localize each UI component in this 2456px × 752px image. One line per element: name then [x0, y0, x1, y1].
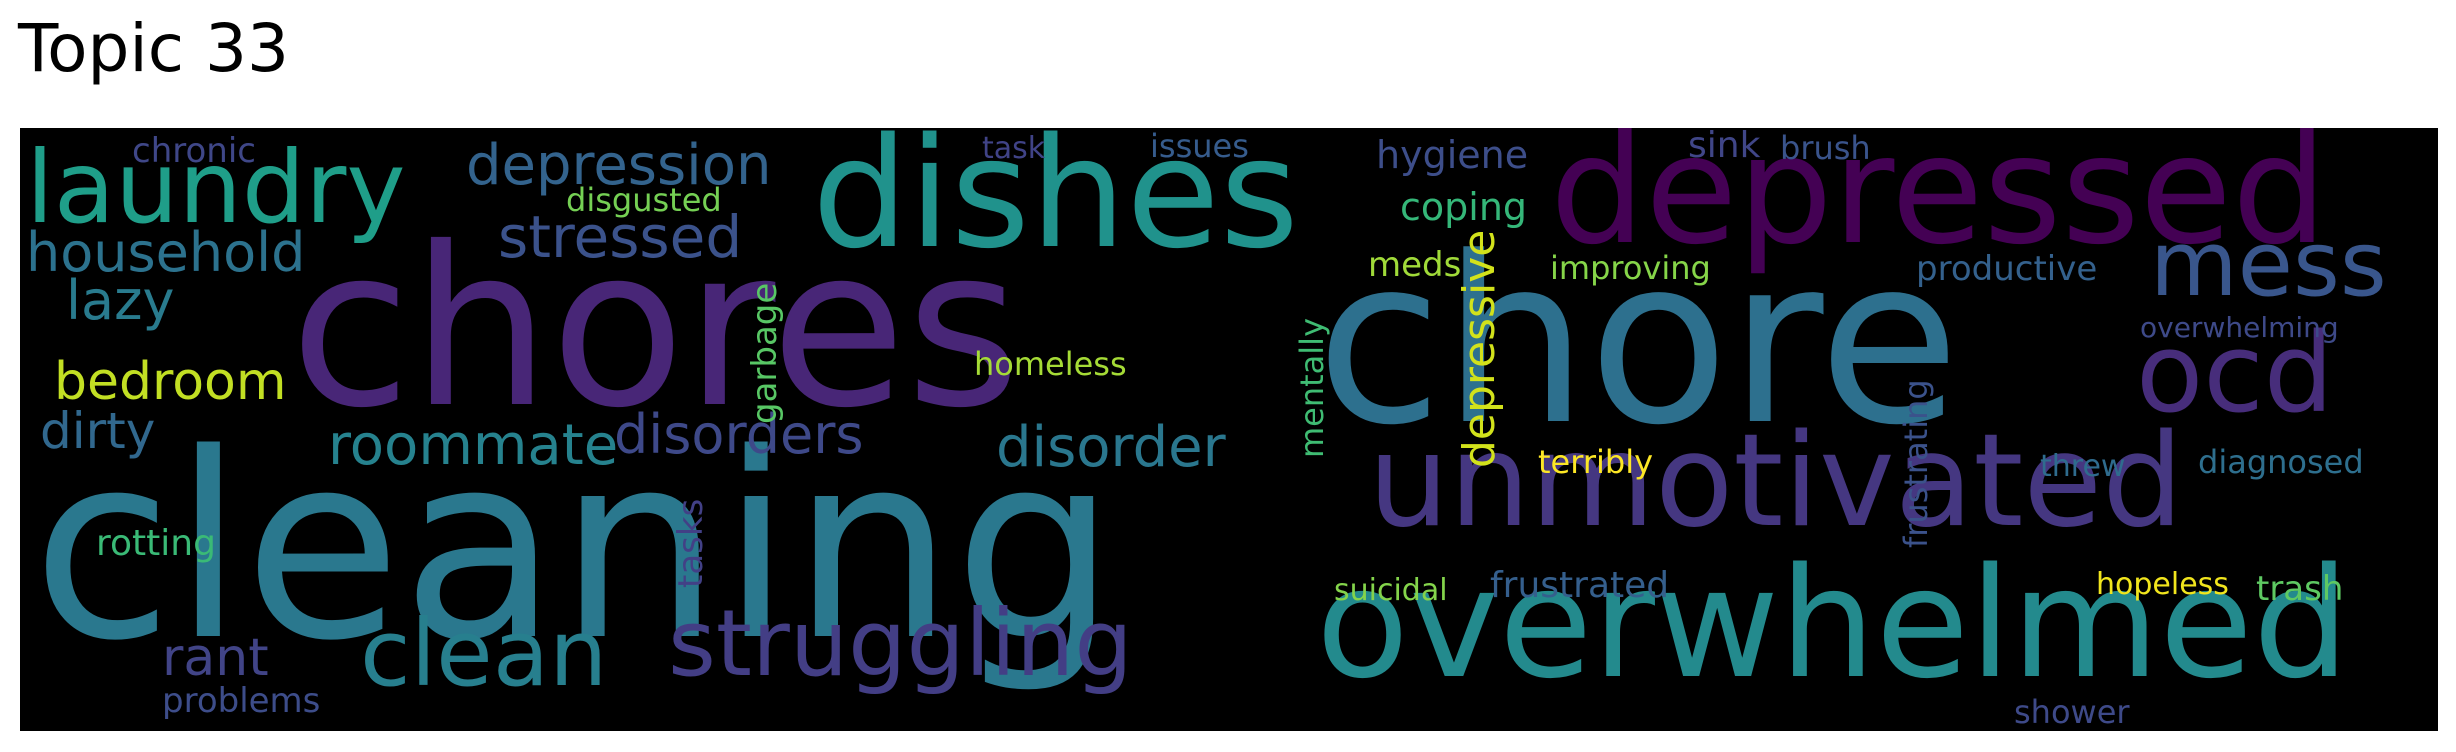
word-shower: shower — [2014, 693, 2130, 731]
word-homeless: homeless — [974, 345, 1127, 383]
word-frustrated: frustrated — [1490, 565, 1670, 606]
word-trash: trash — [2256, 569, 2344, 609]
word-productive: productive — [1916, 249, 2098, 289]
word-overwhelming: overwhelming — [2140, 311, 2339, 344]
word-overwhelmed: overwhelmed — [1316, 535, 2350, 712]
chart-title: Topic 33 — [18, 10, 289, 87]
word-ocd: ocd — [2136, 309, 2334, 437]
word-depressive: depressive — [1454, 229, 1505, 468]
word-bedroom: bedroom — [54, 352, 287, 412]
word-frustrating: frustrating — [1897, 379, 1935, 548]
word-threw: threw — [2040, 449, 2126, 484]
word-brush: brush — [1780, 129, 1871, 167]
word-improving: improving — [1550, 249, 1711, 287]
word-unmotivated: unmotivated — [1368, 407, 2184, 556]
word-struggling: struggling — [668, 590, 1133, 697]
word-dirty: dirty — [40, 402, 156, 460]
word-disorders: disorders — [614, 403, 864, 466]
word-cloud: cleaning chores chore overwhelmed dishes… — [20, 128, 2438, 731]
word-chronic: chronic — [132, 131, 256, 171]
word-tasks: tasks — [671, 498, 711, 588]
word-terribly: terribly — [1538, 443, 1654, 481]
word-roommate: roommate — [328, 413, 619, 478]
word-stressed: stressed — [498, 203, 743, 271]
word-disgusted: disgusted — [566, 181, 722, 219]
word-lazy: lazy — [66, 269, 175, 332]
word-problems: problems — [162, 681, 321, 721]
word-coping: coping — [1400, 185, 1528, 229]
word-cleaning: cleaning — [32, 399, 1117, 697]
word-rotting: rotting — [96, 523, 216, 564]
word-sink: sink — [1688, 128, 1761, 166]
word-garbage: garbage — [745, 282, 785, 424]
word-rant: rant — [162, 628, 269, 688]
word-meds: meds — [1368, 245, 1462, 285]
word-task: task — [982, 131, 1046, 166]
word-diagnosed: diagnosed — [2198, 443, 2364, 481]
word-mess: mess — [2150, 212, 2387, 317]
word-clean: clean — [360, 600, 608, 707]
word-depression: depression — [466, 133, 772, 198]
word-chore: chore — [1316, 209, 1960, 476]
word-suicidal: suicidal — [1334, 573, 1448, 608]
word-mentally: mentally — [1293, 317, 1331, 458]
word-depressed: depressed — [1550, 128, 2328, 278]
word-disorder: disorder — [996, 415, 1226, 480]
word-chores: chores — [290, 200, 1021, 456]
word-issues: issues — [1150, 128, 1249, 165]
word-laundry: laundry — [26, 129, 406, 246]
word-hygiene: hygiene — [1376, 133, 1529, 177]
word-hopeless: hopeless — [2096, 567, 2229, 602]
word-household: household — [26, 221, 306, 284]
word-dishes: dishes — [812, 128, 1299, 282]
